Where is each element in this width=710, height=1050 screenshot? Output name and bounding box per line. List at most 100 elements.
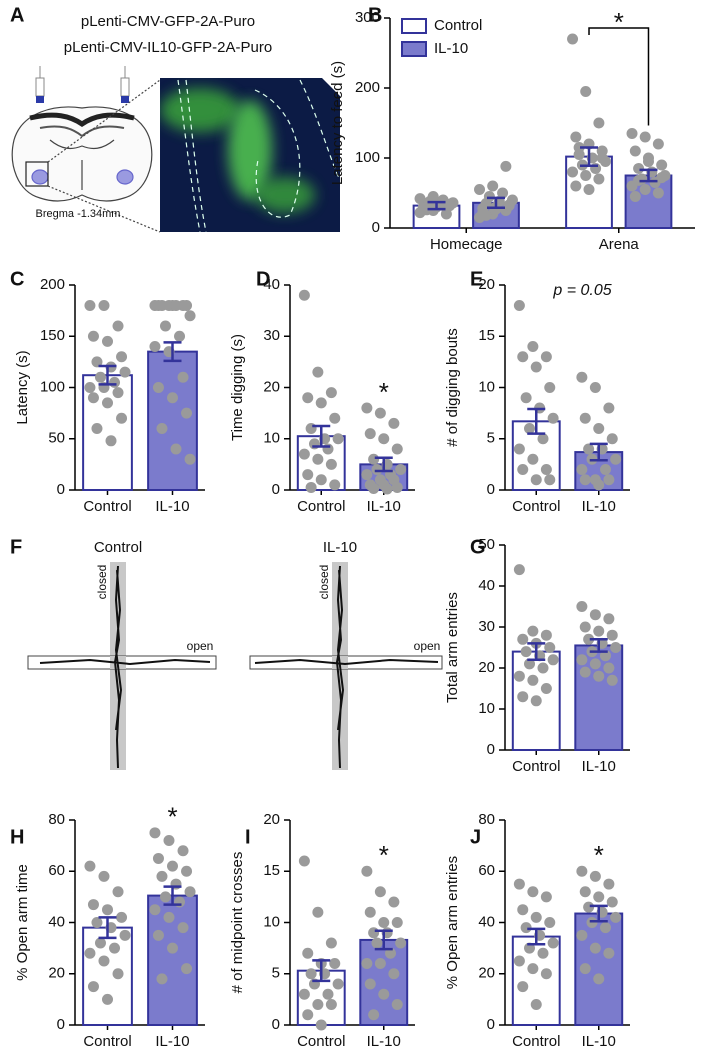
data-point: [527, 453, 539, 465]
x-tick-label: IL-10: [367, 498, 401, 515]
data-point: [159, 891, 171, 903]
data-point: [603, 878, 615, 890]
data-point: [593, 891, 605, 903]
arm-label: closed: [317, 565, 331, 600]
legend-swatch: [401, 41, 427, 57]
data-point: [579, 666, 591, 678]
data-point: [181, 865, 193, 877]
data-point: [374, 407, 386, 419]
data-point: [177, 845, 189, 857]
panel-letter: H: [10, 826, 24, 848]
data-point: [474, 184, 486, 195]
construct-label: pLenti-CMV-GFP-2A-Puro: [81, 13, 255, 30]
data-point: [119, 929, 131, 941]
data-point: [629, 145, 641, 157]
data-point: [325, 458, 337, 470]
data-point: [579, 621, 591, 633]
data-point: [332, 433, 344, 445]
data-point: [483, 191, 495, 202]
data-point: [520, 922, 532, 934]
y-tick-label: 0: [487, 481, 495, 498]
data-point: [513, 443, 525, 455]
data-point: [656, 159, 668, 171]
y-tick-label: 0: [57, 481, 65, 498]
y-axis-label: Latency to feed (s): [329, 61, 346, 185]
data-point: [540, 968, 552, 980]
data-point: [381, 483, 393, 495]
data-point: [391, 443, 403, 455]
data-point: [181, 963, 193, 975]
data-point: [537, 662, 549, 674]
data-point: [593, 625, 605, 637]
data-point: [642, 156, 654, 167]
data-point: [105, 435, 117, 447]
error-bar: [589, 638, 608, 653]
data-point: [586, 917, 598, 928]
data-point: [421, 204, 433, 216]
data-point: [603, 474, 615, 486]
x-tick-label: IL-10: [582, 758, 616, 775]
data-point: [547, 654, 559, 666]
bar: [82, 926, 133, 1026]
y-tick-label: 40: [478, 913, 495, 930]
panel-letter: G: [470, 536, 486, 558]
data-point: [600, 464, 611, 475]
data-point: [593, 479, 605, 491]
data-point: [315, 1019, 327, 1031]
data-point: [112, 387, 124, 399]
y-tick-label: 80: [478, 811, 495, 828]
y-tick-label: 100: [40, 378, 65, 395]
data-point: [606, 629, 618, 641]
fluorescence-image: [160, 78, 340, 232]
data-point: [312, 999, 324, 1010]
data-point: [87, 899, 99, 911]
x-tick-label: Homecage: [430, 236, 503, 253]
data-point: [170, 443, 182, 455]
error-bar: [527, 927, 546, 946]
data-point: [570, 131, 582, 143]
data-point: [371, 464, 383, 475]
data-point: [530, 999, 542, 1010]
significance-bracket: [588, 27, 650, 126]
data-point: [579, 412, 591, 424]
error-bar: [527, 642, 546, 662]
legend-label: Control: [434, 17, 482, 34]
data-point: [325, 999, 337, 1010]
data-point: [298, 448, 310, 460]
data-point: [167, 942, 178, 954]
x-tick-label: IL-10: [155, 1033, 189, 1050]
data-point: [497, 187, 509, 199]
data-point: [91, 356, 103, 368]
data-point: [629, 191, 641, 202]
y-axis-label: Time digging (s): [229, 334, 246, 441]
data-point: [600, 650, 611, 662]
data-point: [547, 412, 559, 424]
y-tick-label: 50: [478, 536, 495, 553]
data-point: [593, 973, 605, 985]
error-bar: [98, 364, 117, 386]
data-point: [530, 911, 542, 923]
data-point: [547, 937, 559, 949]
x-tick-label: Control: [512, 758, 560, 775]
data-point: [593, 173, 605, 185]
data-point: [517, 904, 529, 916]
data-point: [91, 423, 103, 434]
y-tick-label: 20: [48, 965, 65, 982]
data-point: [520, 392, 532, 404]
y-tick-label: 30: [263, 327, 280, 344]
y-tick-label: 20: [263, 811, 280, 828]
data-point: [427, 191, 439, 202]
data-point: [112, 320, 124, 332]
data-point: [593, 423, 605, 434]
data-point: [576, 464, 588, 475]
data-point: [371, 937, 383, 949]
data-point: [589, 942, 601, 954]
data-point: [391, 917, 403, 928]
data-point: [364, 428, 376, 440]
data-point: [102, 904, 113, 916]
data-point: [583, 901, 595, 913]
x-tick-label: Control: [297, 498, 345, 515]
data-point: [583, 443, 595, 455]
data-point: [589, 382, 601, 393]
data-point: [513, 670, 525, 682]
